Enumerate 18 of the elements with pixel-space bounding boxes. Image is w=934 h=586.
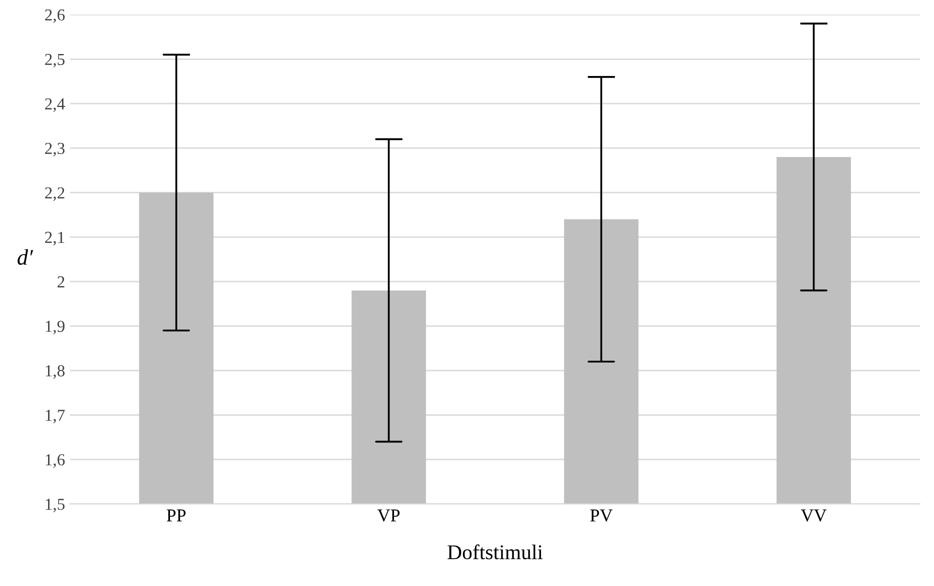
y-tick-label: 2,6: [45, 9, 65, 23]
y-tick-label: 1,8: [46, 365, 65, 379]
x-axis-title: Doftstimuli: [448, 544, 543, 560]
y-axis-title: d′: [18, 249, 34, 265]
y-tick-label: 1,7: [46, 410, 65, 424]
y-tick-label: 2,2: [45, 187, 64, 201]
x-tick-label: VP: [377, 510, 400, 522]
y-tick-label: 1,5: [46, 498, 65, 512]
y-tick-label: 2,5: [45, 54, 65, 68]
y-tick-label: 2,4: [45, 98, 65, 112]
y-tick-label: 2,3: [45, 142, 65, 156]
x-tick-label: VV: [800, 510, 827, 522]
y-tick-label: 2: [58, 276, 64, 288]
x-tick-label: PV: [590, 510, 613, 522]
y-tick-label: 2,1: [45, 232, 64, 246]
x-tick-label: PP: [166, 510, 186, 522]
y-tick-label: 1,6: [46, 454, 65, 468]
y-tick-label: 1,9: [46, 320, 65, 334]
